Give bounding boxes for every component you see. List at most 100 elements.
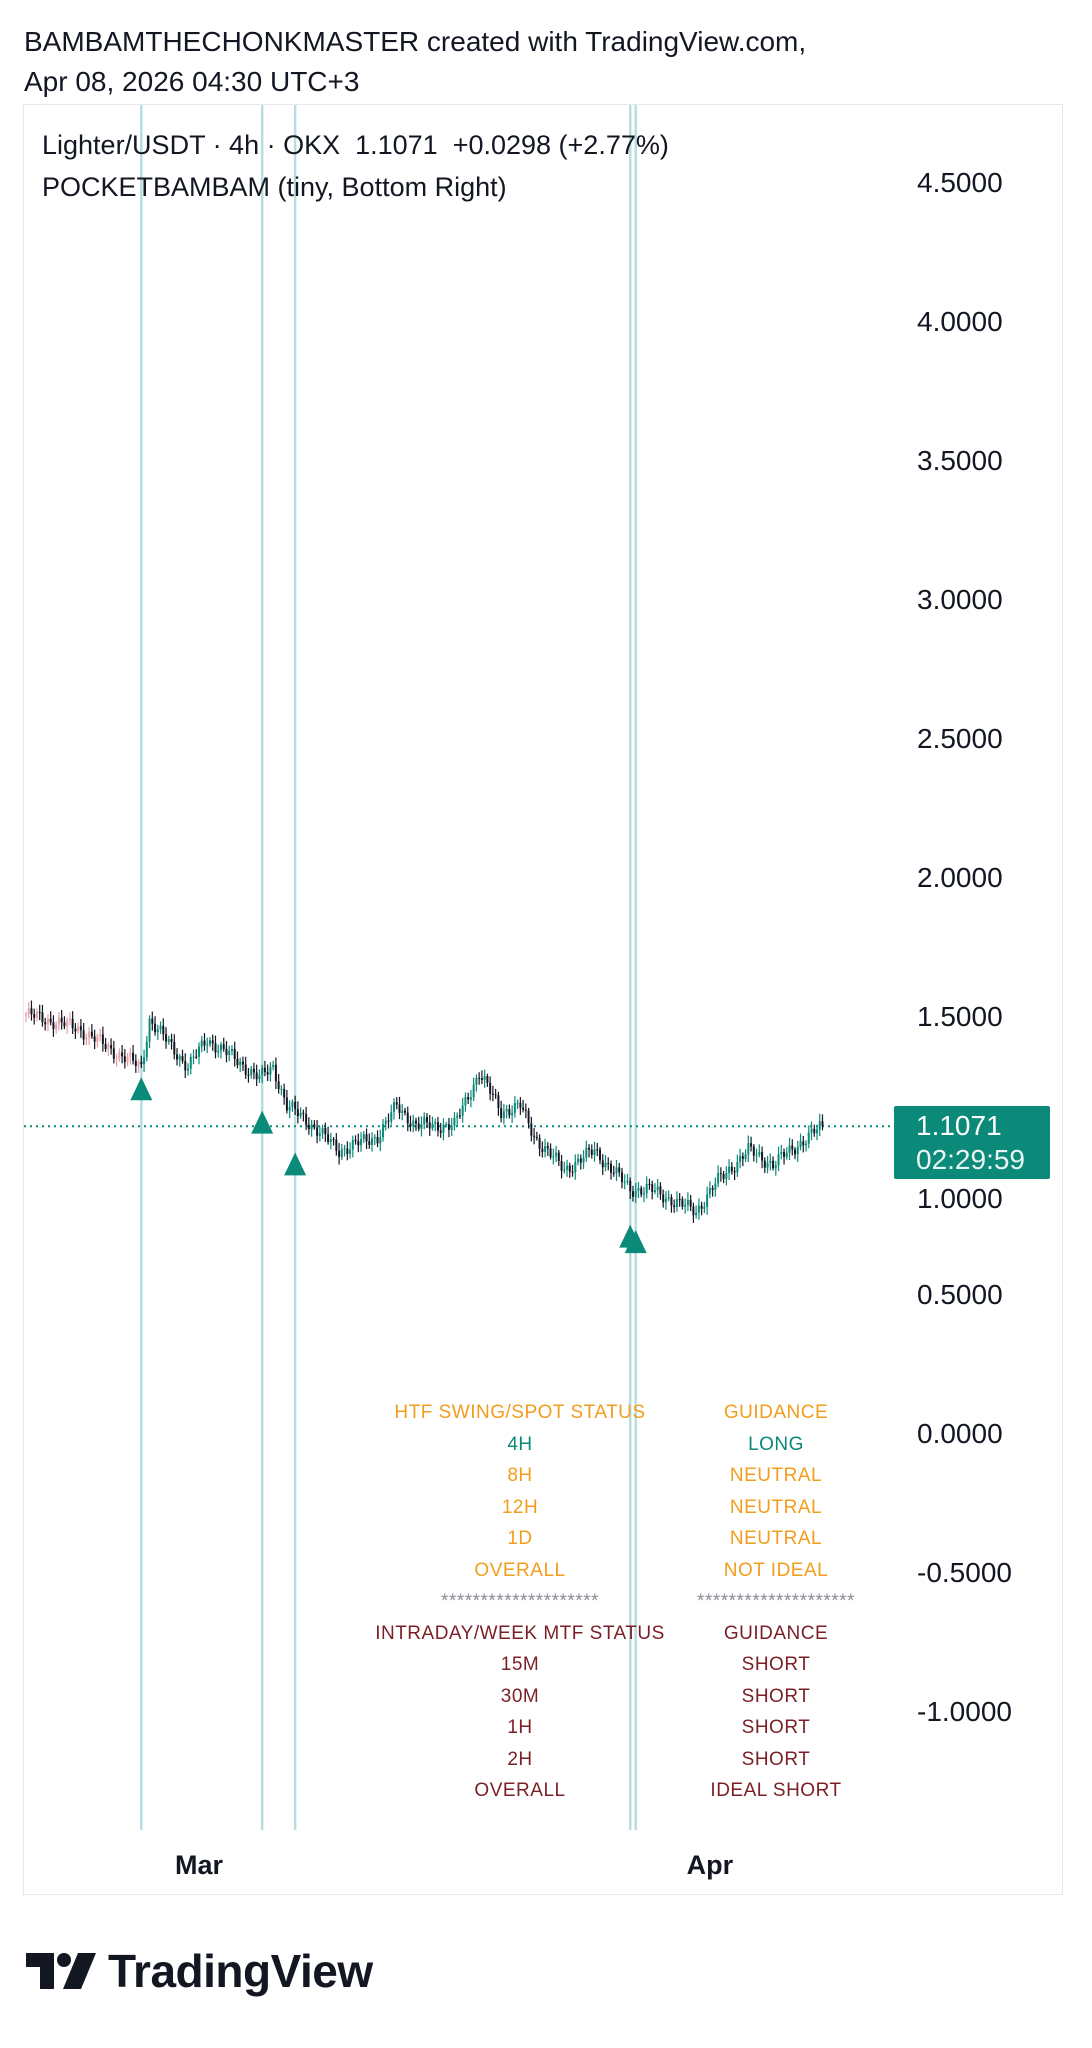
candle-body <box>689 1199 692 1207</box>
candle-body <box>763 1160 766 1168</box>
candle-body <box>469 1097 472 1100</box>
candle-body <box>241 1061 244 1065</box>
candle-body <box>324 1128 327 1135</box>
symbol-legend[interactable]: Lighter/USDT · 4h · OKX 1.1071 +0.0298 (… <box>42 130 669 160</box>
price-axis-label: 4.0000 <box>917 306 1003 337</box>
indicator-legend[interactable]: POCKETBAMBAM (tiny, Bottom Right) <box>42 172 507 202</box>
candle-body <box>101 1034 104 1044</box>
candle-body <box>371 1138 374 1145</box>
candle-body <box>167 1039 170 1042</box>
candle-body <box>681 1199 684 1207</box>
candle-body <box>478 1077 481 1079</box>
status-table-guidance: GUIDANCE <box>723 1402 829 1423</box>
candle-body <box>258 1075 261 1080</box>
status-table-guidance: SHORT <box>741 1717 811 1738</box>
candle-body <box>634 1190 637 1197</box>
candle-body <box>274 1064 277 1082</box>
candle-body <box>60 1017 63 1023</box>
candle-body <box>541 1148 544 1152</box>
candle-body <box>110 1045 113 1049</box>
candle-body <box>752 1146 755 1156</box>
candle-body <box>472 1084 475 1098</box>
candle-body <box>307 1124 310 1130</box>
candle-body <box>52 1022 55 1030</box>
candle-body <box>46 1018 49 1025</box>
tradingview-logo-icon <box>26 1953 96 1989</box>
candle-body <box>626 1180 629 1182</box>
candle-body <box>475 1077 478 1085</box>
candle-body <box>247 1074 250 1076</box>
candle-body <box>387 1120 390 1122</box>
candle-body <box>513 1103 516 1113</box>
status-table-guidance: ******************** <box>697 1591 855 1612</box>
candle-body <box>785 1152 788 1157</box>
candle-body <box>107 1045 110 1050</box>
price-axis-label: -1.0000 <box>917 1696 1012 1727</box>
candle-body <box>480 1078 483 1081</box>
candle-body <box>571 1171 574 1173</box>
candle-body <box>629 1180 632 1192</box>
chart-pane[interactable] <box>23 104 1063 1895</box>
candle-body <box>653 1190 656 1192</box>
candle-body <box>33 1014 36 1018</box>
candle-body <box>695 1212 698 1216</box>
candle-body <box>519 1102 522 1108</box>
candle-body <box>85 1037 88 1040</box>
candle-body <box>126 1056 129 1063</box>
candle-body <box>349 1149 352 1155</box>
price-axis-label: 2.5000 <box>917 723 1003 754</box>
candle-body <box>662 1194 665 1203</box>
candle-body <box>121 1052 124 1057</box>
candle-body <box>263 1067 266 1073</box>
candle-body <box>788 1145 791 1153</box>
candle-body <box>546 1146 549 1149</box>
candle-body <box>791 1145 794 1150</box>
candle-body <box>129 1052 132 1057</box>
price-axis-label: 1.0000 <box>917 1183 1003 1214</box>
candle-body <box>368 1141 371 1145</box>
candle-body <box>316 1127 319 1136</box>
candle-body <box>656 1186 659 1191</box>
candle-body <box>393 1102 396 1112</box>
candle-body <box>500 1107 503 1119</box>
buy-signal-triangle-icon <box>130 1077 153 1101</box>
candle-body <box>219 1044 222 1051</box>
tradingview-logo[interactable]: TradingView <box>26 1944 373 1998</box>
candle-body <box>184 1061 187 1071</box>
candle-body <box>692 1206 695 1216</box>
candle-body <box>601 1160 604 1168</box>
candle-body <box>44 1022 47 1025</box>
status-table-timeframe: 2H <box>507 1748 533 1770</box>
candle-body <box>535 1136 538 1139</box>
candle-body <box>285 1097 288 1111</box>
candle-body <box>538 1138 541 1149</box>
candle-body <box>277 1081 280 1090</box>
candle-body <box>678 1199 681 1201</box>
candle-body <box>379 1137 382 1144</box>
candle-body <box>684 1205 687 1207</box>
candle-body <box>162 1025 165 1035</box>
candle-body <box>582 1157 585 1163</box>
candle-body <box>458 1115 461 1117</box>
candle-body <box>604 1162 607 1168</box>
candle-body <box>642 1193 645 1195</box>
status-table-timeframe: INTRADAY/WEEK MTF STATUS <box>375 1622 665 1644</box>
candle-body <box>291 1101 294 1107</box>
candle-body <box>225 1048 228 1056</box>
candle-body <box>302 1112 305 1114</box>
candle-body <box>123 1056 126 1063</box>
candle-body <box>711 1188 714 1190</box>
candle-body <box>335 1139 338 1151</box>
candle-body <box>730 1166 733 1172</box>
candle-body <box>697 1205 700 1213</box>
candle-body <box>725 1173 728 1179</box>
candle-body <box>38 1011 41 1013</box>
candle-body <box>206 1044 209 1046</box>
candle-body <box>618 1167 621 1173</box>
candle-body <box>112 1048 115 1059</box>
candle-body <box>502 1111 505 1119</box>
candle-body <box>739 1156 742 1162</box>
candle-body <box>686 1199 689 1206</box>
candle-body <box>610 1163 612 1173</box>
candle-body <box>568 1165 571 1172</box>
